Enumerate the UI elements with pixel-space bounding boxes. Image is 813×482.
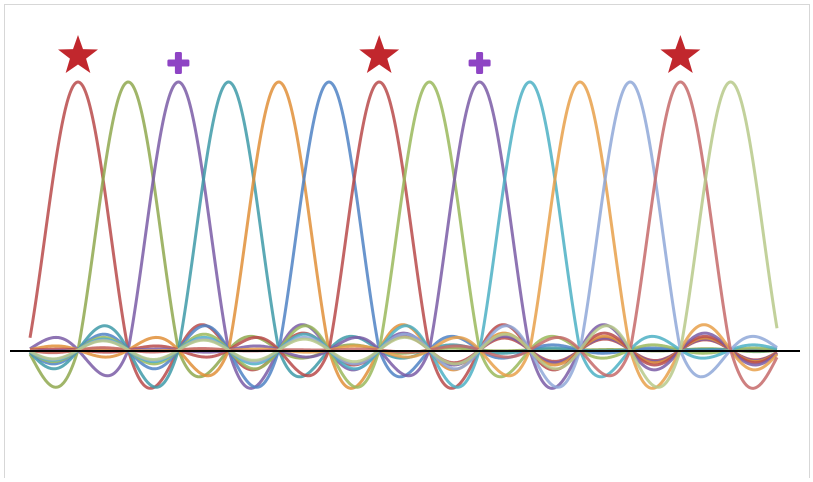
series-line-7 — [29, 80, 778, 390]
series-line-8 — [29, 80, 778, 389]
star-marker-5 — [660, 35, 701, 73]
plus-marker-2 — [167, 52, 190, 74]
series-line-6 — [29, 80, 778, 389]
series-line-9 — [29, 80, 778, 390]
plus-marker-4 — [468, 52, 491, 74]
series-line-14 — [29, 80, 779, 389]
series-layer — [28, 80, 779, 390]
star-marker-1 — [58, 35, 98, 73]
star-marker-3 — [359, 35, 400, 73]
plot-frame — [4, 4, 810, 478]
marker-layer — [58, 35, 701, 74]
